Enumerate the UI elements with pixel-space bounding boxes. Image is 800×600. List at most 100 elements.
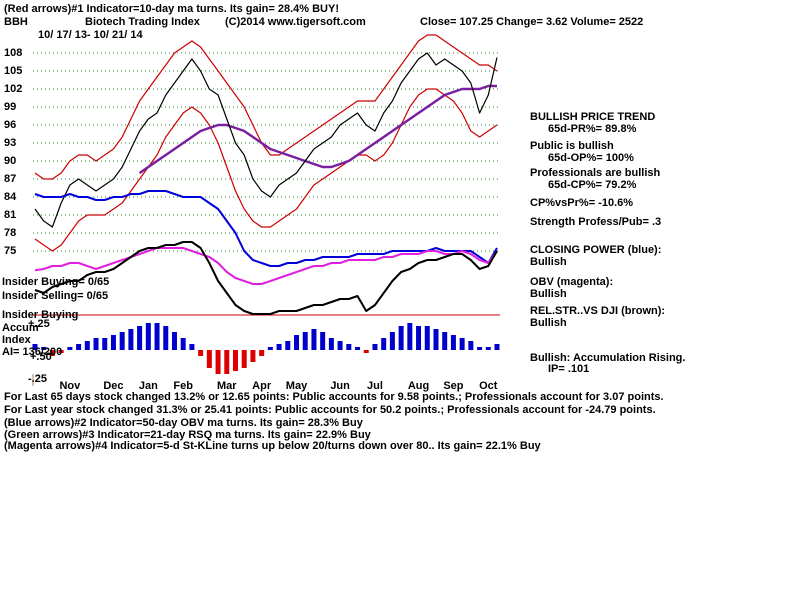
x-tick-label: May — [286, 380, 308, 392]
accumulation-bar — [355, 347, 361, 350]
date-range: 10/ 17/ 13- 10/ 21/ 14 — [38, 29, 143, 41]
accumulation-bar — [372, 344, 378, 350]
right-note: Strength Profess/Pub= .3 — [530, 216, 661, 228]
series-line — [34, 190, 498, 267]
y-tick-label: 90 — [4, 155, 16, 167]
accumulation-bar — [276, 344, 282, 350]
chart-title: Biotech Trading Index — [85, 16, 201, 28]
right-note: BULLISH PRICE TREND — [530, 111, 655, 123]
quote: Close= 107.25 Change= 3.62 Volume= 2522 — [420, 16, 643, 28]
accumulation-bar — [84, 341, 90, 350]
y-tick-label: 102 — [4, 83, 22, 95]
right-note: REL.STR..VS DJI (brown): — [530, 305, 665, 317]
x-tick-label: Apr — [252, 380, 272, 392]
header-note: (Red arrows)#1 Indicator=10-day ma turns… — [4, 3, 339, 15]
series-line — [34, 88, 498, 252]
x-tick-label: Feb — [173, 380, 193, 392]
x-tick-label: Aug — [408, 380, 429, 392]
y-tick-label: 81 — [4, 209, 16, 221]
accumulation-bar — [459, 338, 465, 350]
x-tick-label: Jan — [139, 380, 158, 392]
series-line — [34, 52, 498, 228]
accumulation-bar — [267, 347, 273, 350]
accumulation-bar — [389, 332, 395, 350]
accumulation-bar — [259, 350, 265, 356]
accumulation-bar — [363, 350, 369, 353]
left-note: Insider Selling= 0/65 — [2, 290, 108, 302]
right-note: Professionals are bullish — [530, 167, 660, 179]
x-tick-label: Sep — [443, 380, 463, 392]
x-tick-label: Oct — [479, 380, 498, 392]
y-tick-label: 87 — [4, 173, 16, 185]
accumulation-bar — [398, 326, 404, 350]
accumulation-bar — [119, 332, 125, 350]
right-note: 65d-OP%= 100% — [548, 152, 634, 164]
accumulation-bar — [67, 347, 73, 350]
accumulation-bar — [41, 347, 47, 350]
footer-note: For Last year stock changed 31.3% or 25.… — [4, 404, 656, 416]
accumulation-bar — [433, 329, 439, 350]
right-note: OBV (magenta): — [530, 276, 613, 288]
accumulation-bar — [110, 335, 116, 350]
accumulation-bar — [320, 332, 326, 350]
right-note: CP%vsPr%= -10.6% — [530, 197, 633, 209]
accumulation-bar — [250, 350, 256, 362]
accumulation-bar — [189, 344, 195, 350]
y-tick-label: 96 — [4, 119, 16, 131]
accumulation-bar — [494, 344, 500, 350]
right-note: Bullish — [530, 288, 567, 300]
accumulation-bar — [442, 332, 448, 350]
accumulation-bar — [381, 338, 387, 350]
x-tick-label: Dec — [103, 380, 123, 392]
y-tick-label: 99 — [4, 101, 16, 113]
accumulation-bar — [163, 326, 169, 350]
series-line — [34, 34, 498, 180]
accumulation-bar — [424, 326, 430, 350]
accumulation-bar — [137, 326, 143, 350]
accumulation-bar — [337, 341, 343, 350]
accumulation-bar — [58, 350, 64, 353]
accumulation-bar — [328, 338, 334, 350]
y-tick-label: 78 — [4, 227, 16, 239]
y-tick-label: 108 — [4, 47, 22, 59]
accumulation-bar — [206, 350, 212, 368]
x-tick-label: Mar — [217, 380, 237, 392]
left-note: +.50 — [30, 351, 52, 363]
right-note: Bullish — [530, 317, 567, 329]
left-note: Insider Buying= 0/65 — [2, 276, 109, 288]
series-line — [138, 84, 497, 175]
accumulation-bar — [93, 338, 99, 350]
accumulation-bar — [450, 335, 456, 350]
series-line — [34, 241, 498, 315]
right-note: 65d-CP%= 79.2% — [548, 179, 637, 191]
x-tick-label: Nov — [59, 380, 81, 392]
accumulation-bar — [76, 344, 82, 350]
accumulation-bar — [215, 350, 221, 374]
accumulation-bar — [198, 350, 204, 356]
left-note: Accum — [2, 322, 39, 334]
footer-note: (Magenta arrows)#4 Indicator=5-d St-KLin… — [4, 440, 542, 452]
footer-note: (Green arrows)#3 Indicator=21-day RSQ ma… — [4, 429, 372, 441]
right-note: IP= .101 — [548, 363, 589, 375]
accumulation-bar — [49, 350, 55, 356]
x-tick-label: Jul — [367, 380, 383, 392]
series-line — [34, 247, 498, 285]
accumulation-bar — [241, 350, 247, 368]
left-note: Insider Buying — [2, 309, 78, 321]
accumulation-bar — [232, 350, 238, 371]
right-note: Public is bullish — [530, 140, 614, 152]
y-tick-label: 75 — [4, 245, 16, 257]
accumulation-bar — [171, 332, 177, 350]
ticker: BBH — [4, 16, 28, 28]
left-note: Index — [2, 334, 32, 346]
x-tick-label: Jun — [330, 380, 350, 392]
left-note: AI= 136/200 — [2, 346, 62, 358]
left-note: -.25 — [28, 373, 47, 385]
left-note: +.25 — [28, 318, 50, 330]
footer-note: For Last 65 days stock changed 13.2% or … — [4, 391, 664, 403]
accumulation-bar — [224, 350, 230, 374]
accumulation-bar — [154, 323, 160, 350]
y-tick-label: 93 — [4, 137, 16, 149]
accumulation-bar — [477, 347, 483, 350]
